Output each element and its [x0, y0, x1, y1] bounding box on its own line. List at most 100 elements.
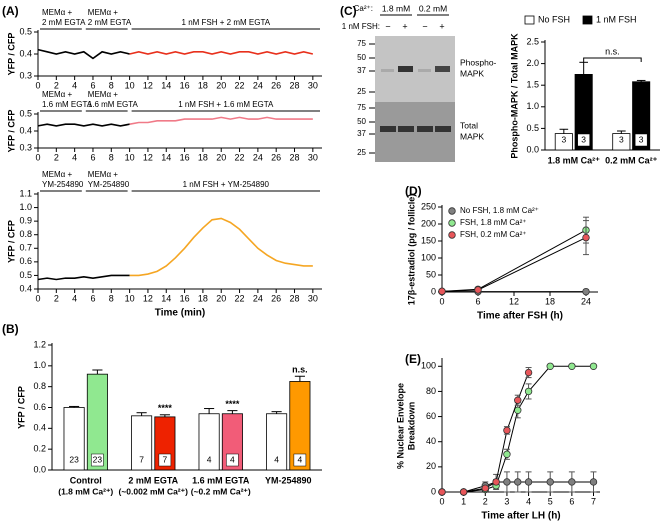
period-label: MEMα + — [42, 170, 73, 179]
x-tick-label: 20 — [216, 80, 226, 90]
ladder-label: 37 — [357, 129, 366, 138]
point — [492, 478, 500, 486]
period-label: MEMα + — [88, 8, 119, 17]
band-label: Phospho- — [460, 57, 497, 67]
y-tick-label: 0.6 — [33, 402, 46, 412]
n-label: 3 — [639, 134, 644, 144]
x-tick-label: 1 — [461, 496, 466, 506]
y-tick-label: 1.2 — [33, 339, 46, 349]
x-tick-label: 14 — [161, 152, 171, 162]
point — [524, 387, 533, 396]
x-tick-label: 4 — [526, 496, 531, 506]
x-tick-label: 18 — [198, 80, 208, 90]
period-label: 2 mM EGTA — [88, 18, 132, 27]
series-line — [37, 48, 130, 60]
x-tick-label: 24 — [253, 152, 263, 162]
blot-label: 1 nM FSH: — [342, 22, 380, 31]
series-line — [129, 217, 313, 277]
x-tick-label: 10 — [125, 80, 135, 90]
x-tick-label: 8 — [109, 152, 114, 162]
y-tick-label: 0.9 — [19, 216, 32, 226]
point — [589, 362, 598, 370]
x-tick-label: 16 — [180, 152, 190, 162]
n-label: 4 — [230, 454, 235, 464]
n-label: 23 — [69, 454, 79, 464]
y-axis-label: YFP / CFP — [6, 33, 16, 76]
significance: **** — [225, 399, 240, 409]
legend-label: No FSH, 1.8 mM Ca²⁺ — [460, 206, 539, 215]
point — [481, 484, 489, 492]
ca-level: 0.2 mM — [419, 3, 447, 13]
category-label: 1.6 mM EGTA — [192, 475, 250, 485]
x-axis-label: Time after LH (h) — [481, 511, 560, 522]
y-tick-label: 1.0 — [33, 360, 46, 370]
period-label: 1 nM FSH + 1.6 mM EGTA — [178, 100, 274, 109]
significance: **** — [158, 403, 173, 413]
x-tick-label: 0 — [35, 293, 40, 303]
legend-swatch — [524, 15, 535, 25]
legend-swatch — [582, 15, 593, 25]
y-tick-label: 0.8 — [19, 229, 32, 239]
n-label: 4 — [298, 454, 303, 464]
panel-label: (B) — [2, 322, 19, 336]
period-label: MEMα + — [42, 90, 73, 99]
x-tick-label: 28 — [290, 293, 300, 303]
point — [524, 478, 533, 486]
legend-label: 1 nM FSH — [596, 14, 637, 24]
x-tick-label: 4 — [72, 293, 77, 303]
n-label: 7 — [139, 454, 144, 464]
n-label-box — [68, 454, 81, 466]
n-label: 23 — [93, 454, 103, 464]
ladder-label: 50 — [357, 53, 366, 62]
x-tick-label: 30 — [308, 293, 318, 303]
period-label: 1 nM FSH + 2 mM EGTA — [182, 18, 271, 27]
y-tick-label: 200 — [421, 218, 436, 228]
x-tick-label: 0 — [35, 80, 40, 90]
n-label-box — [158, 453, 172, 467]
x-tick-label: 14 — [161, 80, 171, 90]
point — [503, 426, 511, 435]
y-axis-label: % Nuclear Envelope — [395, 383, 405, 469]
y-tick-label: 1.0 — [19, 202, 32, 212]
y-tick-label: 80 — [426, 386, 436, 396]
x-tick-label: 12 — [143, 152, 153, 162]
x-tick-label: 7 — [591, 496, 596, 506]
n-label-box — [293, 453, 307, 467]
x-tick-label: 26 — [271, 152, 281, 162]
y-tick-label: 0.4 — [33, 423, 46, 433]
band-label: MAPK — [460, 131, 484, 141]
period-label: MEMα + — [88, 90, 119, 99]
ladder-label: 75 — [357, 39, 366, 48]
point — [514, 478, 522, 486]
n-label-box — [577, 133, 590, 147]
period-label: YM-254890 — [88, 180, 130, 189]
fsh-sign: − — [422, 21, 427, 31]
category-label: 2 mM EGTA — [128, 475, 178, 485]
x-tick-label: 22 — [235, 80, 245, 90]
x-tick-label: 4 — [72, 80, 77, 90]
series-line — [129, 116, 313, 125]
significance: n.s. — [292, 365, 308, 375]
x-tick-label: 4 — [72, 152, 77, 162]
point — [568, 478, 576, 486]
x-tick-label: 30 — [308, 152, 318, 162]
point — [503, 478, 511, 486]
y-tick-label: 0.6 — [19, 256, 32, 266]
x-tick-label: 24 — [253, 80, 263, 90]
y-tick-label: 0.8 — [33, 381, 46, 391]
y-axis-label: Phospho-MAPK / Total MAPK — [509, 33, 519, 159]
point — [474, 286, 482, 294]
band — [418, 69, 431, 72]
band — [380, 126, 396, 132]
x-tick-label: 0 — [439, 296, 444, 306]
n-label: 3 — [561, 134, 566, 144]
x-axis-label: Time (min) — [155, 308, 205, 319]
y-tick-label: 250 — [421, 201, 436, 211]
category-note: (~0.2 mM Ca²⁺) — [191, 486, 251, 496]
y-tick-label: 2.0 — [526, 58, 539, 68]
ladder-label: 37 — [357, 66, 366, 75]
y-tick-label: 0.7 — [19, 243, 32, 253]
x-tick-label: 8 — [109, 80, 114, 90]
category-label: 0.2 mM Ca²⁺ — [605, 155, 658, 165]
